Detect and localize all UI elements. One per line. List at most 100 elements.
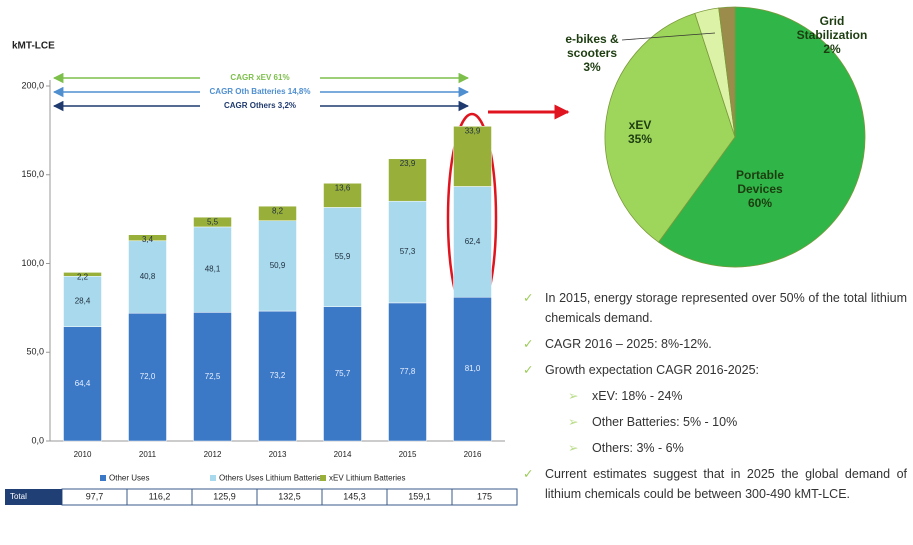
value-label: 23,9 [400, 159, 416, 168]
value-label: 40,8 [140, 272, 156, 281]
total-value: 145,3 [343, 491, 366, 501]
bar-segment [258, 310, 297, 442]
legend-swatch [320, 475, 326, 481]
x-tick-label: 2010 [74, 450, 92, 459]
bar-segment [63, 326, 102, 442]
pie-label: xEV 35% [610, 118, 670, 146]
total-value: 125,9 [213, 491, 236, 501]
value-label: 48,1 [205, 265, 221, 274]
pie-label: e-bikes & scooters 3% [552, 32, 632, 74]
value-label: 33,9 [465, 126, 481, 135]
value-label: 2,2 [77, 272, 89, 281]
bar-segment [388, 302, 427, 442]
y-tick-label: 150,0 [21, 169, 44, 179]
pie-label: Portable Devices 60% [715, 168, 805, 210]
bar-segment [258, 205, 297, 221]
total-header [5, 489, 62, 505]
sub-bullet: Other Batteries: 5% - 10% [568, 412, 737, 432]
pie-value-label: 60% [747, 196, 773, 210]
leader-line [621, 32, 716, 41]
cagr-label-bg [200, 100, 320, 111]
y-tick-label: 50,0 [26, 347, 44, 357]
bar-segment [128, 312, 167, 442]
cagr-label-bg [200, 72, 320, 83]
x-tick-label: 2015 [399, 450, 417, 459]
x-tick-label: 2011 [139, 450, 157, 459]
bar-segment [323, 306, 362, 442]
y-axis-label: kMT-LCE [12, 41, 55, 52]
pie-slice [604, 12, 736, 243]
legend-label: Others Uses Lithium Batteries [219, 474, 325, 483]
pie-category-label: xEV [628, 118, 652, 132]
bullet: Growth expectation CAGR 2016-2025: [523, 360, 907, 380]
value-label: 55,9 [335, 252, 351, 261]
bar-segment [323, 183, 362, 208]
total-cell [451, 488, 518, 506]
x-tick-label: 2016 [464, 450, 482, 459]
bar-segment [453, 296, 492, 442]
legend-swatch [210, 475, 216, 481]
bar-segment [323, 207, 362, 307]
value-label: 5,5 [207, 217, 219, 226]
bar-segment [453, 186, 492, 298]
sub-bullet: xEV: 18% - 24% [568, 386, 682, 406]
pie-label: Grid Stabilization 2% [787, 14, 877, 56]
bar-segment [388, 200, 427, 304]
bar-segment [128, 234, 167, 242]
total-value: 159,1 [408, 491, 431, 501]
x-tick-label: 2013 [269, 450, 287, 459]
pie-value-label: 2% [823, 42, 841, 56]
value-label: 3,4 [142, 235, 154, 244]
pie-slice [718, 6, 736, 138]
pie-value-label: 3% [583, 60, 601, 74]
value-label: 77,8 [400, 367, 416, 376]
value-label: 72,5 [205, 372, 221, 381]
total-value: 116,2 [149, 491, 171, 501]
bar-segment [63, 276, 102, 327]
x-tick-label: 2012 [204, 450, 222, 459]
bar-segment [63, 272, 102, 277]
value-label: 64,4 [75, 379, 91, 388]
cagr-label-bg [200, 86, 320, 97]
total-value: 132,5 [278, 491, 301, 501]
value-label: 72,0 [140, 372, 156, 381]
pie-slice [658, 6, 866, 268]
total-value: 97,7 [86, 491, 104, 501]
total-value: 175 [477, 491, 492, 501]
y-tick-label: 200,0 [21, 80, 44, 90]
value-label: 13,6 [335, 183, 351, 192]
value-label: 57,3 [400, 247, 416, 256]
pie-category-label: e-bikes & scooters [565, 32, 619, 60]
cagr-label: CAGR Others 3,2% [224, 101, 296, 110]
pie-category-label: Portable Devices [735, 168, 784, 196]
legend-label: xEV Lithium Batteries [329, 474, 405, 483]
bar-segment [128, 240, 167, 314]
x-tick-label: 2014 [334, 450, 352, 459]
bar-segment [193, 226, 232, 313]
value-label: 50,9 [270, 261, 286, 270]
pie-category-label: Grid Stabilization [796, 14, 868, 42]
bullet: Current estimates suggest that in 2025 t… [523, 464, 907, 504]
bar-segment [453, 126, 492, 187]
value-label: 81,0 [465, 364, 481, 373]
legend-swatch [100, 475, 106, 481]
y-tick-label: 0,0 [31, 435, 44, 445]
value-label: 73,2 [270, 371, 286, 380]
pie-value-label: 35% [627, 132, 653, 146]
bar-segment [388, 158, 427, 202]
value-label: 8,2 [272, 206, 284, 215]
sub-bullet: Others: 3% - 6% [568, 438, 684, 458]
value-label: 28,4 [75, 297, 91, 306]
cagr-label: CAGR xEV 61% [230, 73, 289, 82]
bullet: CAGR 2016 – 2025: 8%-12%. [523, 334, 907, 354]
bar-segment [258, 220, 297, 312]
y-tick-label: 100,0 [21, 258, 44, 268]
legend-label: Other Uses [109, 474, 149, 483]
total-label: Total [10, 492, 27, 501]
value-label: 62,4 [465, 237, 481, 246]
bullet: In 2015, energy storage represented over… [523, 288, 907, 328]
value-label: 75,7 [335, 369, 351, 378]
bar-segment [193, 312, 232, 442]
